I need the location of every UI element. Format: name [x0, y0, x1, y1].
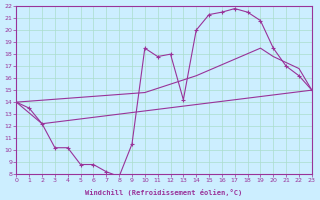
X-axis label: Windchill (Refroidissement éolien,°C): Windchill (Refroidissement éolien,°C): [85, 189, 243, 196]
